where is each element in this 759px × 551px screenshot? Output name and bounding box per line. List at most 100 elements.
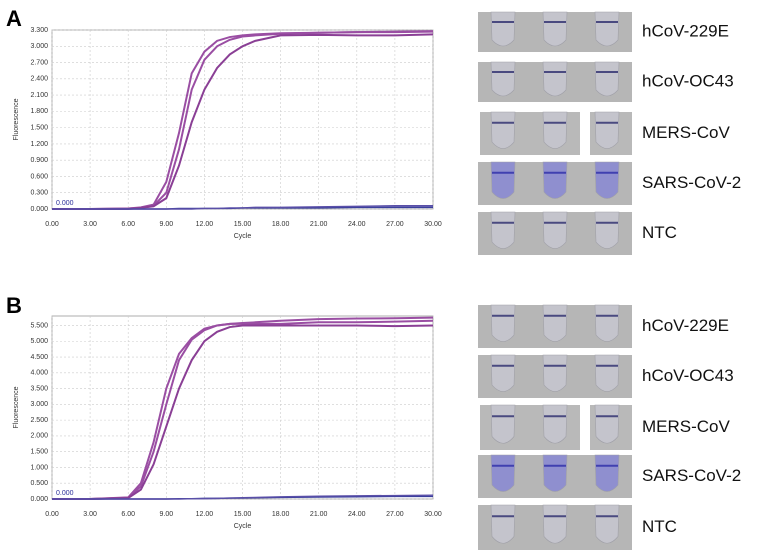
tube — [490, 61, 516, 97]
y-tick-label: 1.800 — [30, 108, 48, 115]
series-line — [52, 324, 434, 500]
y-tick-label: 2.100 — [30, 92, 48, 99]
x-tick-label: 30.00 — [424, 511, 442, 518]
y-tick-label: 3.000 — [30, 43, 48, 50]
y-tick-label: 2.400 — [30, 76, 48, 83]
x-tick-label: 24.00 — [348, 511, 366, 518]
y-tick-label: 2.000 — [30, 433, 48, 440]
tube-label: SARS-CoV-2 — [642, 173, 741, 192]
x-tick-label: 9.00 — [159, 511, 173, 518]
tube-photo — [478, 504, 632, 550]
y-tick-label: 0.600 — [30, 173, 48, 180]
y-tick-label: 4.000 — [30, 370, 48, 377]
tube-label: hCoV-229E — [642, 21, 729, 40]
y-tick-label: 5.500 — [30, 322, 48, 329]
tube-photo — [478, 304, 632, 348]
x-tick-label: 3.00 — [83, 511, 97, 518]
y-tick-label: 3.000 — [30, 401, 48, 408]
tube — [542, 161, 568, 199]
tube — [542, 504, 568, 544]
tube — [594, 304, 620, 342]
y-tick-label: 0.500 — [30, 480, 48, 487]
tube — [594, 454, 620, 492]
tube — [594, 504, 620, 544]
tube — [542, 354, 568, 392]
tube-photo — [478, 454, 632, 498]
series-line — [52, 319, 434, 500]
x-tick-label: 0.00 — [45, 511, 59, 518]
tube-label: hCoV-229E — [642, 316, 729, 335]
tube — [490, 304, 516, 342]
x-tick-label: 15.00 — [234, 511, 252, 518]
series-line — [52, 33, 434, 210]
tube — [490, 354, 516, 392]
baseline-annotation: 0.000 — [56, 490, 74, 497]
y-axis-label: Fluorescence — [13, 386, 20, 428]
x-tick-label: 24.00 — [348, 221, 366, 228]
tube-photo — [478, 61, 632, 102]
tube-photo — [480, 404, 632, 450]
y-tick-label: 0.000 — [30, 496, 48, 503]
tube — [542, 11, 568, 47]
tube-label: MERS-CoV — [642, 123, 731, 142]
tube — [542, 454, 568, 492]
x-tick-label: 0.00 — [45, 221, 59, 228]
x-tick-label: 27.00 — [386, 221, 404, 228]
tube — [594, 354, 620, 392]
y-tick-label: 0.000 — [30, 206, 48, 213]
tube — [490, 211, 516, 249]
y-tick-label: 3.500 — [30, 385, 48, 392]
tube-photo — [478, 11, 632, 52]
tube-photo — [478, 211, 632, 255]
x-tick-label: 18.00 — [272, 511, 290, 518]
tube-label: hCoV-OC43 — [642, 71, 734, 90]
plot-area — [51, 315, 434, 500]
x-tick-label: 21.00 — [310, 511, 328, 518]
tube — [542, 304, 568, 342]
tube-label: NTC — [642, 517, 677, 536]
x-tick-label: 12.00 — [196, 221, 214, 228]
x-tick-label: 18.00 — [272, 221, 290, 228]
tube — [490, 404, 516, 444]
panel-label: B — [6, 293, 22, 318]
panel-label: A — [6, 6, 22, 31]
tube-photo — [478, 161, 632, 205]
tube-label: hCoV-OC43 — [642, 366, 734, 385]
tube — [594, 161, 620, 199]
tube-label: MERS-CoV — [642, 417, 731, 436]
tube — [594, 11, 620, 47]
y-tick-label: 5.000 — [30, 338, 48, 345]
x-tick-label: 6.00 — [121, 511, 135, 518]
y-tick-label: 2.700 — [30, 59, 48, 66]
x-axis-label: Cycle — [234, 523, 252, 530]
y-tick-label: 1.200 — [30, 141, 48, 148]
baseline-annotation: 0.000 — [56, 200, 74, 207]
y-axis-label: Fluorescence — [13, 98, 20, 140]
tube-photo — [480, 111, 632, 155]
tube-label: NTC — [642, 223, 677, 242]
tube — [490, 454, 516, 492]
x-tick-label: 21.00 — [310, 221, 328, 228]
x-tick-label: 6.00 — [121, 221, 135, 228]
series-line — [52, 205, 433, 210]
tube — [542, 61, 568, 97]
x-tick-label: 9.00 — [159, 221, 173, 228]
y-tick-label: 1.500 — [30, 124, 48, 131]
x-tick-label: 15.00 — [234, 221, 252, 228]
x-axis-label: Cycle — [234, 233, 252, 240]
x-tick-label: 12.00 — [196, 511, 214, 518]
tube — [490, 161, 516, 199]
x-tick-label: 3.00 — [83, 221, 97, 228]
tube — [542, 404, 568, 444]
x-tick-label: 27.00 — [386, 511, 404, 518]
y-tick-label: 0.300 — [30, 190, 48, 197]
tube — [594, 404, 620, 444]
tube — [594, 111, 620, 149]
tube — [594, 211, 620, 249]
y-tick-label: 1.500 — [30, 449, 48, 456]
tube — [542, 211, 568, 249]
y-tick-label: 0.900 — [30, 157, 48, 164]
tube — [490, 11, 516, 47]
series-line — [52, 494, 434, 500]
y-tick-label: 2.500 — [30, 417, 48, 424]
